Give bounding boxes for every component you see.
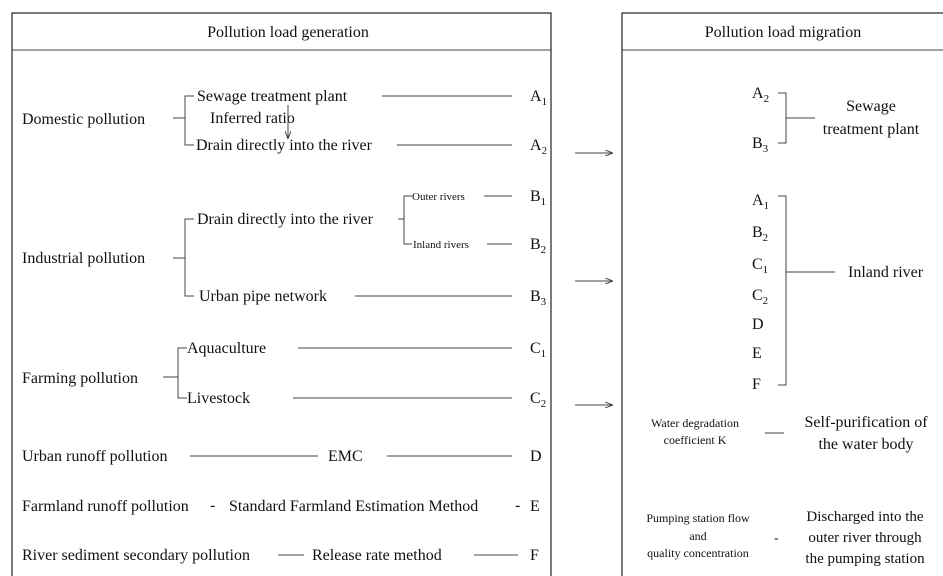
inland-bracket [778, 195, 787, 386]
farming-bracket [177, 347, 187, 399]
code-b2: B2 [530, 236, 546, 256]
inferred-ratio-label: Inferred ratio [210, 110, 295, 127]
urban-runoff-label: Urban runoff pollution [22, 448, 167, 465]
discharged-line2: outer river through [808, 530, 922, 546]
outer-rivers-label: Outer rivers [412, 191, 465, 203]
self-purification-line1: Self-purification of [804, 414, 928, 431]
aquaculture-label: Aquaculture [187, 340, 266, 357]
sewage-bracket [778, 92, 787, 144]
sewage-target-line2: treatment plant [823, 121, 920, 138]
farming-pollution-label: Farming pollution [22, 370, 138, 387]
degradation-left-line1: Water degradation [651, 416, 739, 430]
pumping-left-line3: quality concentration [647, 546, 749, 560]
discharged-line3: the pumping station [805, 551, 925, 567]
sediment-group: River sediment secondary pollution Relea… [22, 547, 539, 564]
domestic-pollution-label: Domestic pollution [22, 111, 145, 128]
code-d-migration: D [752, 316, 764, 333]
urban-pipe-label: Urban pipe network [199, 288, 327, 305]
code-a1-migration: A1 [752, 192, 769, 212]
pumping-left-line2: and [689, 529, 706, 543]
generation-panel [11, 12, 552, 576]
sewage-target-line1: Sewage [846, 98, 896, 115]
domestic-pollution-group: Domestic pollution Sewage treatment plan… [22, 88, 547, 157]
code-c2-migration: C2 [752, 287, 768, 307]
code-b3: B3 [530, 288, 547, 308]
pumping-group: Pumping station flow and quality concent… [646, 509, 925, 567]
emc-method-label: EMC [328, 448, 363, 465]
code-a2-migration: A2 [752, 85, 769, 105]
dash: - [515, 497, 520, 514]
domestic-bracket [184, 95, 194, 146]
farmland-runoff-group: Farmland runoff pollution - Standard Far… [22, 497, 540, 515]
code-e-migration: E [752, 345, 762, 362]
river-type-bracket [403, 195, 412, 245]
code-b3-migration: B3 [752, 135, 769, 155]
code-a2: A2 [530, 137, 547, 157]
standard-farmland-method-label: Standard Farmland Estimation Method [229, 498, 478, 515]
code-e: E [530, 498, 540, 515]
degradation-left-line2: coefficient K [664, 433, 727, 447]
inland-river-target: Inland river [848, 264, 924, 281]
migration-panel-title: Pollution load migration [705, 24, 861, 41]
code-d: D [530, 448, 542, 465]
discharged-line1: Discharged into the [806, 509, 924, 525]
code-c2: C2 [530, 390, 546, 410]
dash: - [774, 531, 779, 546]
code-f: F [530, 547, 539, 564]
farmland-runoff-label: Farmland runoff pollution [22, 498, 189, 515]
code-b1: B1 [530, 188, 546, 208]
release-rate-method-label: Release rate method [312, 547, 442, 564]
dash: - [210, 497, 215, 514]
code-c1: C1 [530, 340, 546, 360]
industrial-bracket [184, 218, 194, 297]
sewage-plant-label: Sewage treatment plant [197, 88, 348, 105]
livestock-label: Livestock [187, 390, 250, 407]
domestic-drain-direct-label: Drain directly into the river [196, 137, 373, 154]
generation-panel-title: Pollution load generation [207, 24, 369, 41]
migration-panel [621, 12, 943, 576]
code-f-migration: F [752, 376, 761, 393]
industrial-drain-direct-label: Drain directly into the river [197, 211, 374, 228]
code-a1: A1 [530, 88, 547, 108]
pumping-left-line1: Pumping station flow [646, 511, 750, 525]
degradation-group: Water degradation coefficient K Self-pur… [651, 414, 928, 453]
industrial-pollution-group: Industrial pollution Drain directly into… [22, 188, 547, 308]
farming-pollution-group: Farming pollution Aquaculture C1 Livesto… [22, 340, 546, 410]
code-c1-migration: C1 [752, 256, 768, 276]
industrial-pollution-label: Industrial pollution [22, 250, 145, 267]
self-purification-line2: the water body [818, 436, 913, 453]
sewage-target-group: A2 B3 Sewage treatment plant [752, 85, 920, 155]
urban-runoff-group: Urban runoff pollution EMC D [22, 448, 542, 465]
code-b2-migration: B2 [752, 224, 768, 244]
sediment-pollution-label: River sediment secondary pollution [22, 547, 250, 564]
inland-rivers-label: Inland rivers [413, 239, 469, 251]
inland-target-group: A1 B2 C1 C2 D E F Inland river [752, 192, 924, 393]
